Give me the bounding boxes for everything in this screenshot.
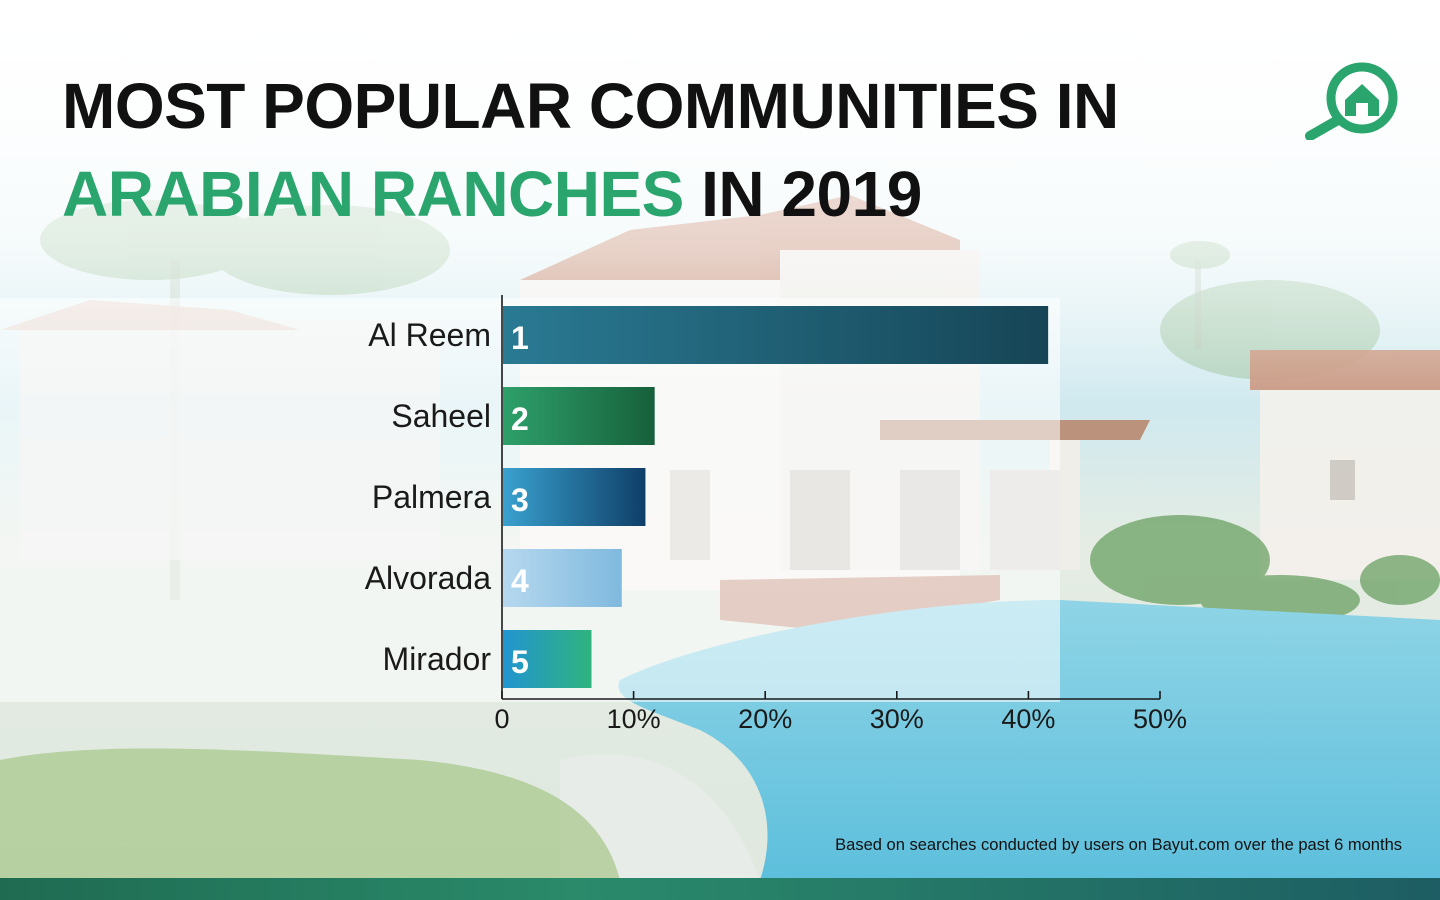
- x-tick-label: 0: [494, 704, 509, 734]
- x-tick-label: 50%: [1133, 704, 1187, 734]
- rank-label: 4: [511, 563, 529, 599]
- x-tick-label: 30%: [870, 704, 924, 734]
- rank-label: 3: [511, 482, 529, 518]
- category-label: Alvorada: [365, 560, 492, 596]
- x-tick-label: 20%: [738, 704, 792, 734]
- x-tick-label: 40%: [1001, 704, 1055, 734]
- bar-al-reem: [503, 306, 1049, 364]
- magnifier-house-icon: [1305, 62, 1398, 140]
- category-label: Saheel: [391, 398, 491, 434]
- bottom-accent-bar: [0, 878, 1440, 900]
- title-year-suffix: IN 2019: [683, 158, 922, 230]
- title-line-2: ARABIAN RANCHES IN 2019: [62, 150, 1119, 238]
- source-footnote: Based on searches conducted by users on …: [835, 836, 1402, 854]
- rank-label: 5: [511, 644, 529, 680]
- title-accent-arabian-ranches: ARABIAN RANCHES: [62, 158, 684, 230]
- rank-label: 1: [511, 320, 529, 356]
- title-line-1: MOST POPULAR COMMUNITIES IN: [62, 70, 1119, 142]
- x-tick-label: 10%: [607, 704, 661, 734]
- category-label: Palmera: [372, 479, 491, 515]
- category-label: Al Reem: [368, 317, 491, 353]
- bar-palmera: [503, 468, 646, 526]
- bar-saheel: [503, 387, 655, 445]
- bar-alvorada: [503, 549, 622, 607]
- page-title: MOST POPULAR COMMUNITIES IN ARABIAN RANC…: [62, 62, 1119, 238]
- bar-mirador: [503, 630, 592, 688]
- category-label: Mirador: [383, 641, 492, 677]
- rank-label: 2: [511, 401, 529, 437]
